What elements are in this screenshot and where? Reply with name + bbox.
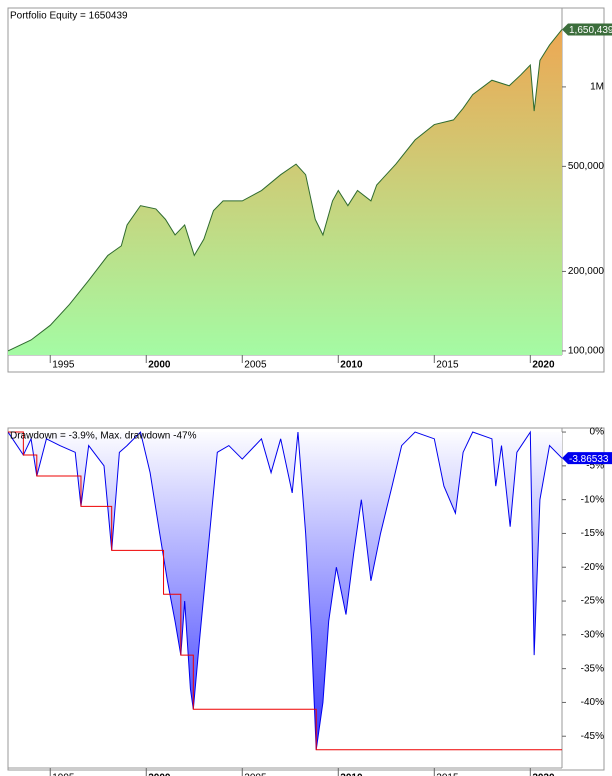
series-line [8, 29, 562, 352]
y-tick-label: -15% [581, 528, 604, 539]
chart-title: Drawdown = -3.9%, Max. drawdown -47% [10, 431, 197, 442]
plot-area [8, 29, 562, 355]
value-badge [562, 23, 612, 36]
y-tick-label: 0% [590, 427, 605, 438]
y-tick-label: 500,000 [568, 161, 605, 172]
x-tick-label: 2020 [532, 360, 555, 371]
y-tick-label: -45% [581, 731, 604, 742]
y-tick-label: 100,000 [568, 346, 605, 357]
x-tick-label: 1995 [52, 773, 75, 776]
y-tick-label: -10% [581, 494, 604, 505]
x-tick-label: 2010 [340, 360, 363, 371]
y-tick-label: -35% [581, 663, 604, 674]
y-tick-label: -20% [581, 562, 604, 573]
x-tick-label: 2000 [148, 773, 171, 776]
x-tick-label: 2020 [532, 773, 555, 776]
y-tick-label: 1M [590, 82, 604, 93]
x-tick-label: 1995 [52, 360, 75, 371]
y-tick-label: 200,000 [568, 266, 605, 277]
step-line [8, 431, 562, 751]
y-tick-label: -5% [586, 460, 604, 471]
x-tick-label: 2005 [244, 773, 267, 776]
panel-frame [7, 7, 605, 373]
y-tick-label: -25% [581, 596, 604, 607]
value-badge-label: 1,650,439 [569, 25, 612, 36]
x-tick-label: 2005 [244, 360, 267, 371]
plot-area [8, 430, 562, 751]
area-fill [8, 432, 562, 750]
chart-title: Portfolio Equity = 1650439 [10, 11, 128, 22]
area-fill [8, 29, 562, 355]
y-tick-label: -30% [581, 629, 604, 640]
x-tick-label: 2010 [340, 773, 363, 776]
x-tick-label: 2015 [436, 773, 459, 776]
value-badge-label: -3.86533 [569, 454, 609, 465]
x-tick-label: 2015 [436, 360, 459, 371]
x-tick-label: 2000 [148, 360, 171, 371]
y-tick-label: -40% [581, 697, 604, 708]
series-line [8, 430, 562, 750]
value-badge [562, 452, 612, 465]
panel-frame [7, 427, 605, 771]
